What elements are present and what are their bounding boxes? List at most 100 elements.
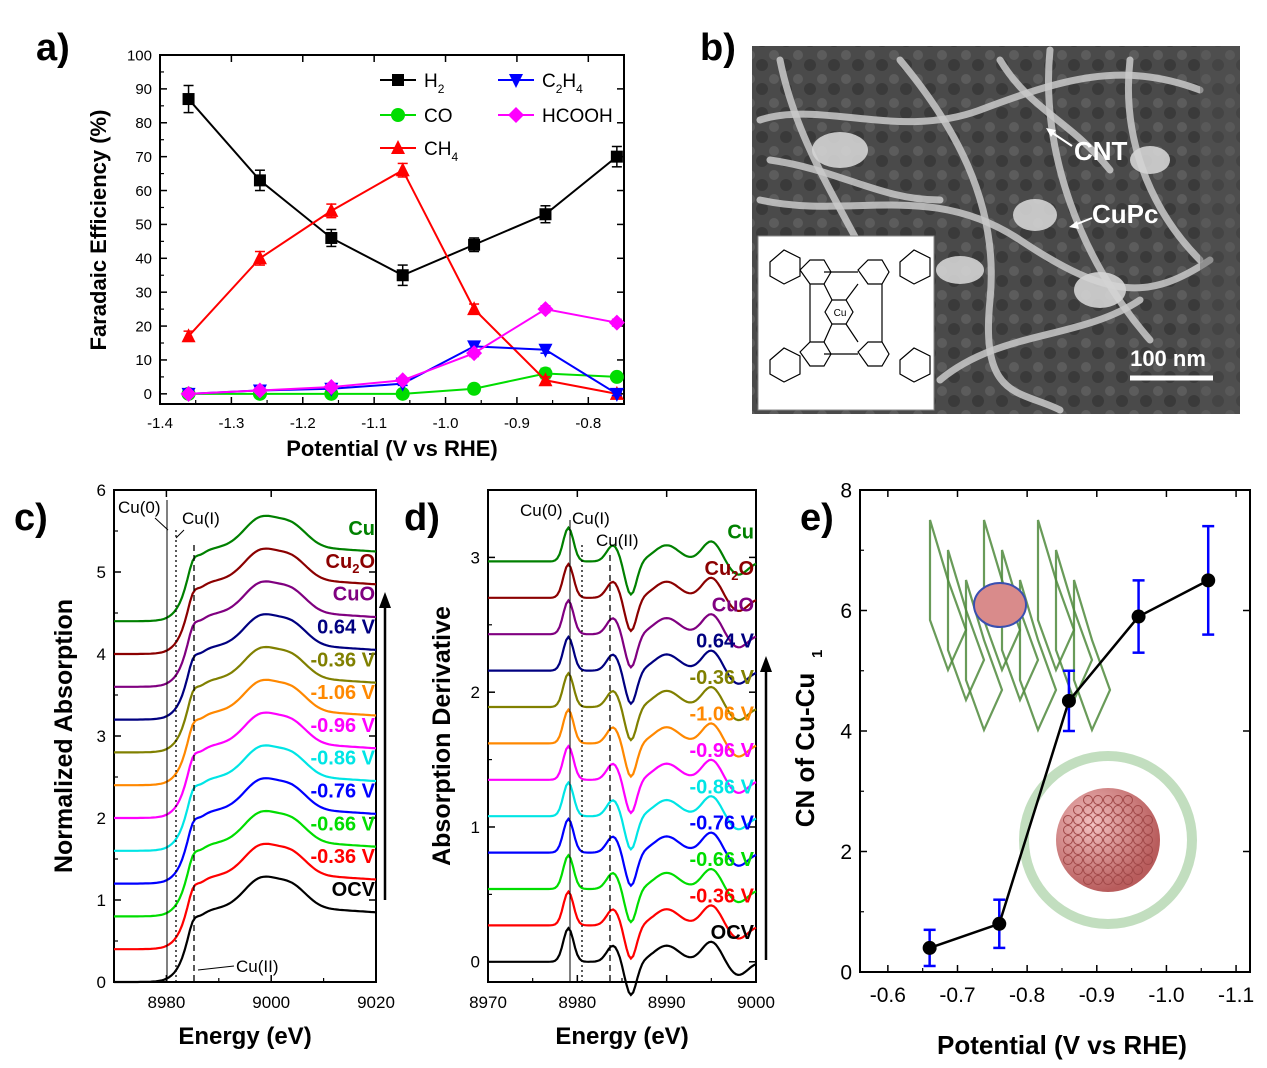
- spectrum-label: CuO: [333, 584, 375, 606]
- spectrum-label: Cu2O: [705, 558, 754, 583]
- cu-atom: [1103, 865, 1113, 875]
- cu-atom: [1103, 875, 1113, 885]
- y-tick-label: 6: [840, 600, 852, 623]
- spectrum-line: [488, 744, 757, 815]
- spectrum-label: -0.36 V: [690, 667, 755, 689]
- data-point: [467, 381, 482, 396]
- cu-atom: [1123, 855, 1133, 865]
- cu-atom: [1133, 825, 1143, 835]
- d-annot-cu1: Cu(I): [572, 509, 610, 528]
- y-tick-label: 0: [471, 953, 480, 972]
- legend-marker: [391, 140, 405, 154]
- x-tick-label: -0.9: [1079, 984, 1115, 1007]
- cu-atom: [1123, 805, 1133, 815]
- cu-atom: [1113, 835, 1123, 845]
- cu-atom: [1093, 845, 1103, 855]
- cu-atom: [1083, 835, 1093, 845]
- y-tick-label: 50: [135, 217, 152, 234]
- legend-label: CO: [424, 106, 453, 127]
- cupc-arrowhead: [1069, 221, 1079, 229]
- x-tick-label: 9020: [357, 993, 395, 1012]
- cu-atom: [1113, 855, 1123, 865]
- spectrum-line: [488, 707, 757, 779]
- cupc-particle: [1130, 146, 1170, 174]
- d-annot-cu0: Cu(0): [520, 501, 563, 520]
- cu-atom: [1133, 845, 1143, 855]
- spectrum-label: Cu2O: [326, 551, 375, 576]
- nanotube-fiber: [896, 56, 1064, 414]
- spectrum-label: -0.96 V: [690, 740, 755, 762]
- cu-atom: [1073, 845, 1083, 855]
- sem-nanotube-fibers: [756, 46, 1214, 414]
- panel-e-series: [922, 524, 1216, 968]
- cu-atom: [1063, 835, 1073, 845]
- cu-atom: [1113, 825, 1123, 835]
- data-point: [180, 385, 197, 402]
- spectrum-label: Cu: [727, 522, 754, 544]
- x-tick-label: -1.4: [147, 415, 173, 432]
- cu-atom: [1143, 825, 1153, 835]
- nanotube-fiber: [936, 296, 1144, 384]
- y-tick-label: 30: [135, 284, 152, 301]
- spectrum-label: -0.66 V: [311, 813, 376, 835]
- cu-nanoparticle: [1056, 788, 1160, 892]
- panel-c-spectra: [114, 514, 377, 984]
- cu-atom: [1143, 835, 1153, 845]
- spectrum-label: -1.06 V: [690, 703, 755, 725]
- sem-dark-edge: [1200, 46, 1240, 414]
- data-point: [610, 150, 623, 163]
- x-tick-label: 8980: [558, 993, 596, 1012]
- spectrum-line: [488, 598, 757, 669]
- cu-atom: [1113, 845, 1123, 855]
- data-point: [182, 93, 195, 106]
- y-tick-label: 100: [127, 47, 152, 64]
- data-point: [396, 269, 409, 282]
- spectrum-line: [114, 777, 377, 885]
- panel-d-axes: 8970 8980 8990 9000 0 1 2 3: [469, 490, 775, 1012]
- cu-atom: [1103, 855, 1113, 865]
- cu-atom: [1073, 855, 1083, 865]
- cu-atom: [1073, 815, 1083, 825]
- panel-a-axes: -1.4 -1.3 -1.2 -1.1 -1.0 -0.9 -0.8 0 10 20 30 40 50 6…: [127, 47, 624, 432]
- legend-label: H2: [424, 71, 445, 96]
- panel-d-spectra-labels: OCV -0.36 V -0.66 V -0.76 V -0.86 V -0.96 V -1…: [690, 522, 755, 944]
- cu-atom: [1083, 805, 1093, 815]
- cu-atom: [1133, 855, 1143, 865]
- c-arrow-head: [379, 592, 391, 608]
- legend-marker: [392, 74, 404, 86]
- cu-atom: [1073, 805, 1083, 815]
- spectrum-label: OCV: [332, 879, 376, 901]
- y-tick-label: 0: [840, 961, 852, 984]
- panel-e: e) -0.6 -0.7 -0.8 -0.9 -1.0 -1.1 0 2 4 6 8 Potenti…: [790, 479, 1254, 1060]
- cu-atom: [1093, 865, 1103, 875]
- cu-atom: [1083, 855, 1093, 865]
- y-tick-label: 6: [97, 481, 106, 500]
- cu-atom: [1093, 795, 1103, 805]
- x-tick-label: 8990: [648, 993, 686, 1012]
- n-cu-bond-1: [823, 283, 833, 301]
- legend-sub: 2: [556, 82, 563, 96]
- x-tick-label: -1.1: [1218, 984, 1254, 1007]
- legend-marker: [391, 108, 405, 122]
- graphene-sheet: [1018, 579, 1058, 733]
- data-point: [537, 301, 554, 318]
- spectrum-label: 0.64 V: [696, 631, 754, 653]
- cu-atom: [1123, 835, 1133, 845]
- data-point: [251, 382, 268, 399]
- outer-ring-bl: [769, 347, 801, 383]
- cu-atom: [1123, 865, 1133, 875]
- cu-atom: [1083, 875, 1093, 885]
- spectrum-line: [114, 580, 377, 688]
- cu-atom: [1083, 825, 1093, 835]
- panel-b: b) CNT CuPc 100 nm: [700, 27, 1240, 414]
- cu-atom: [1063, 815, 1073, 825]
- spectrum-line: [114, 842, 377, 951]
- data-point: [324, 202, 339, 217]
- legend-marker: [508, 107, 524, 123]
- data-point: [252, 250, 267, 265]
- y-tick-label: 0: [144, 386, 152, 403]
- cu-atom: [1113, 865, 1123, 875]
- spectrum-label-sub: 2: [731, 568, 738, 583]
- cu-atom: [1103, 825, 1113, 835]
- cu-atom: [1073, 825, 1083, 835]
